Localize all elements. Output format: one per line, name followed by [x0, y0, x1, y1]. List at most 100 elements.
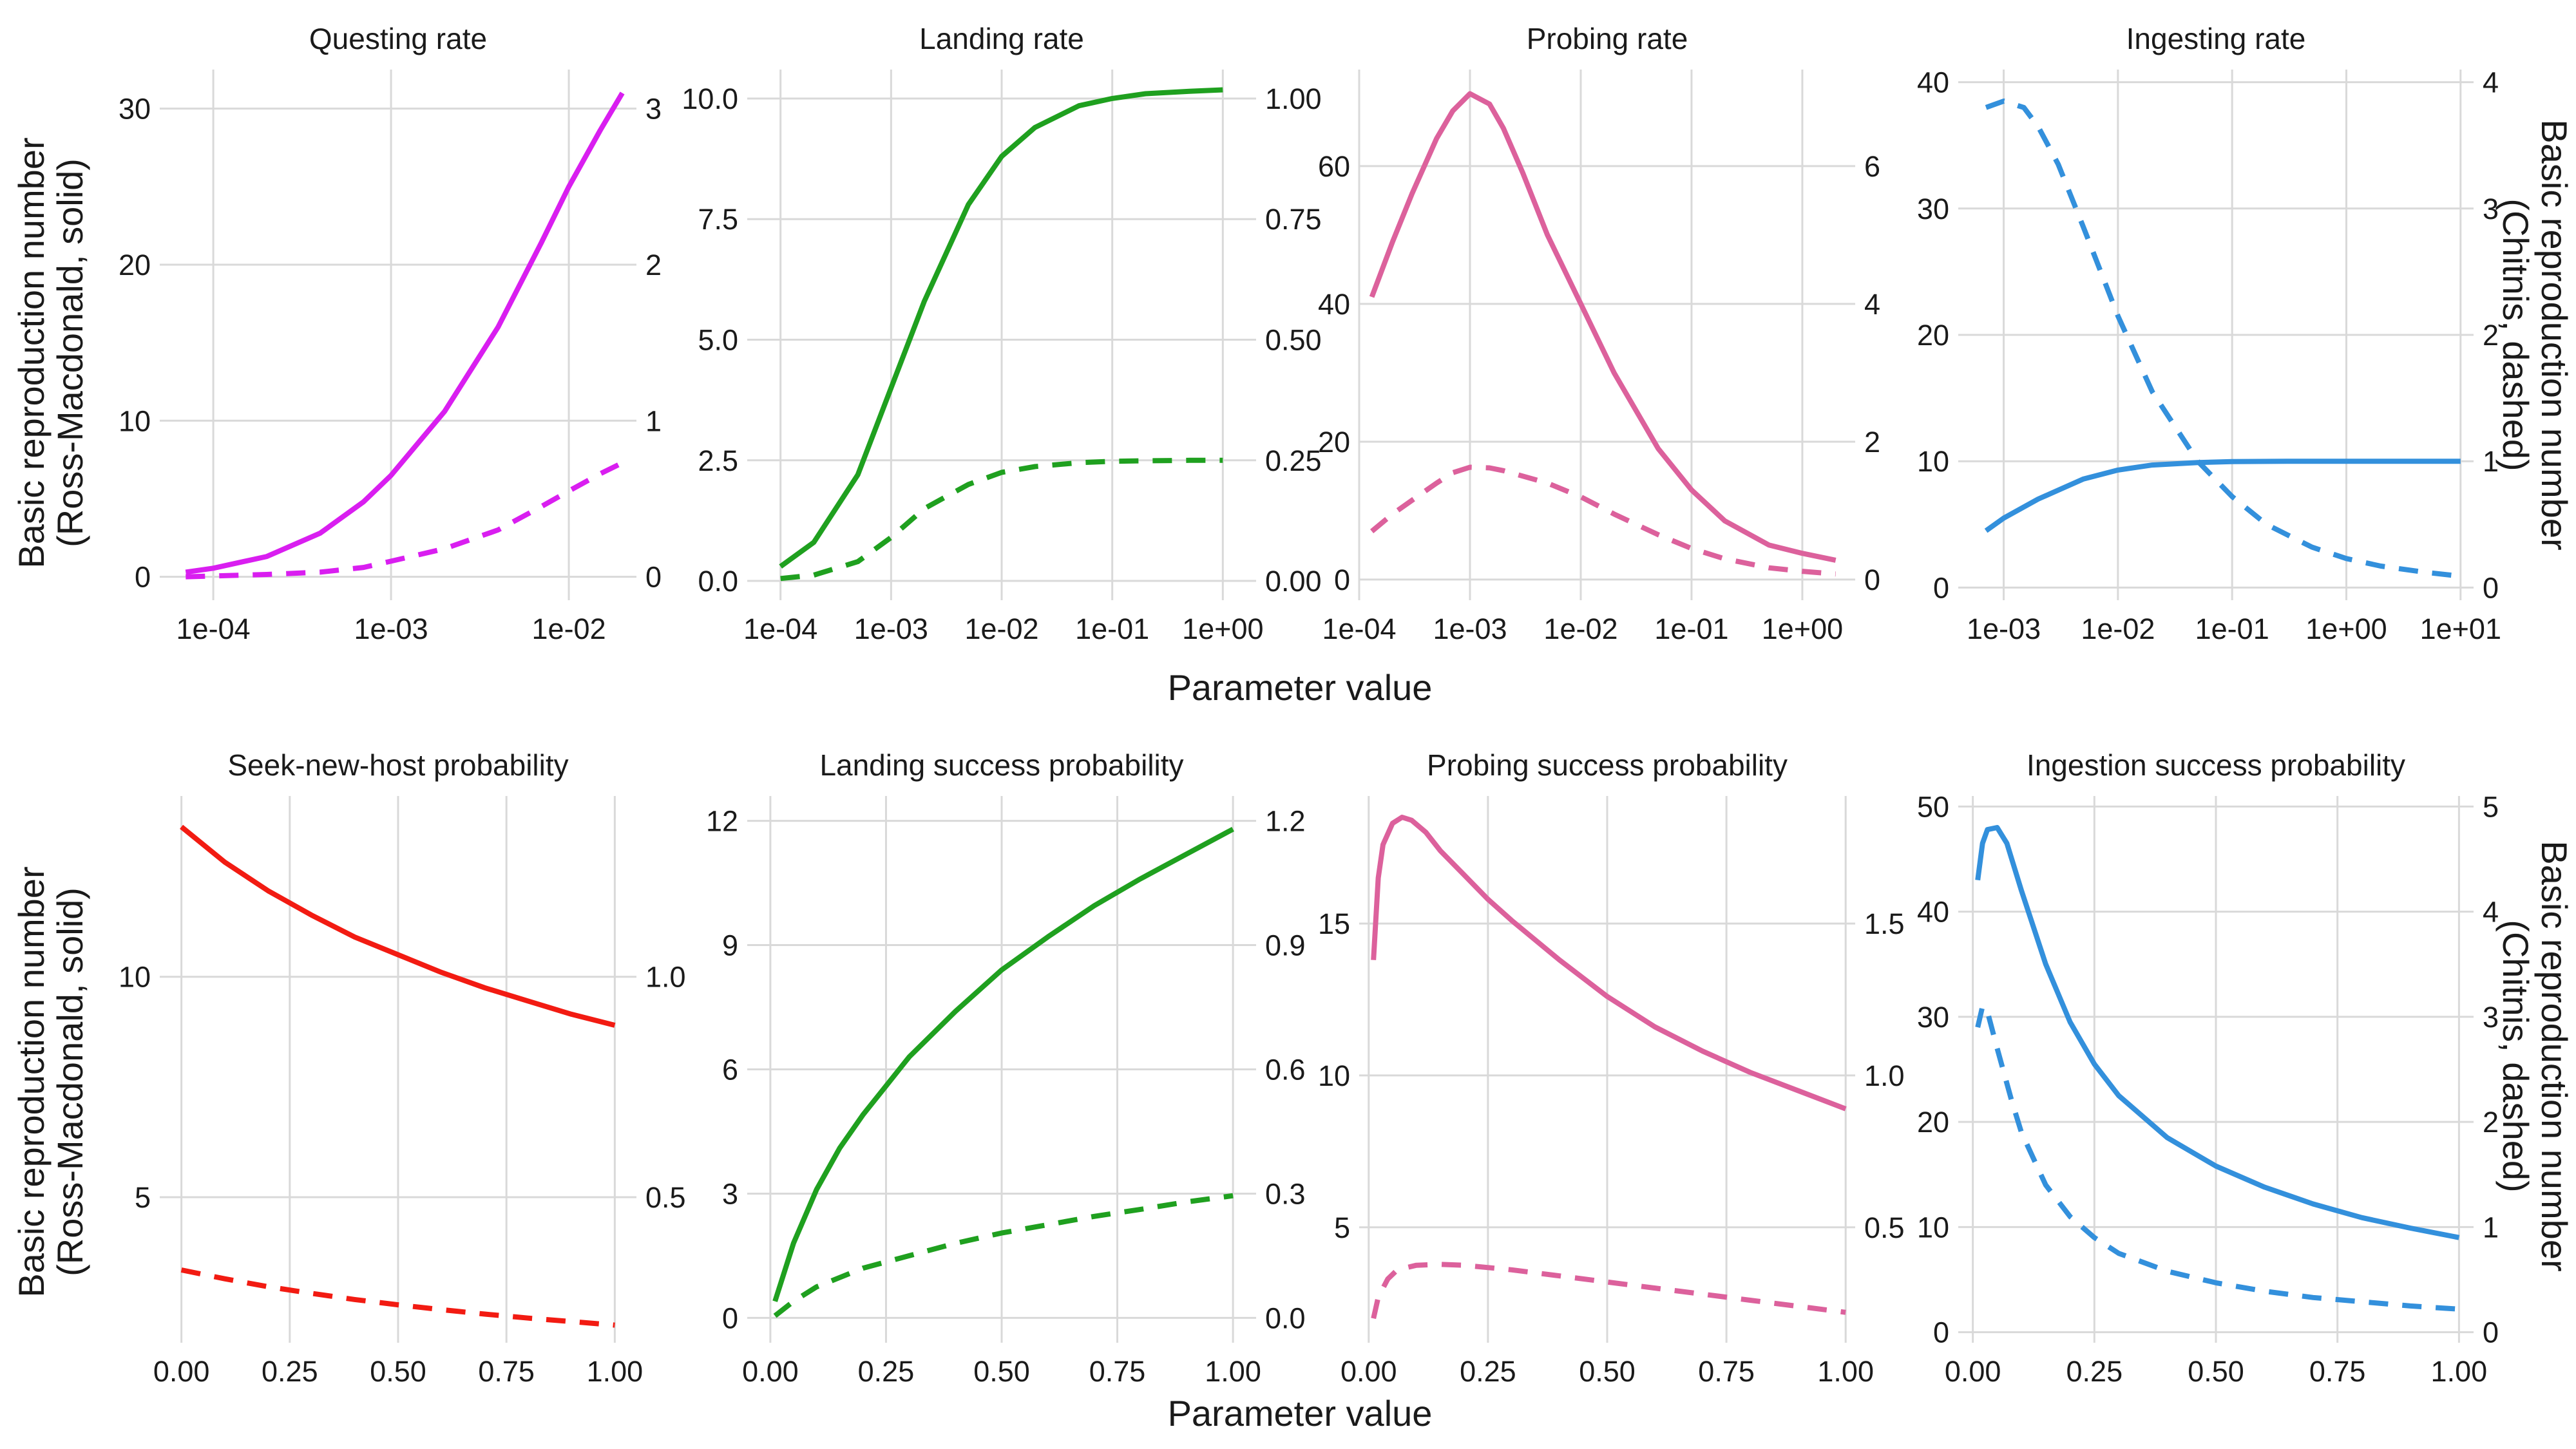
y-right-tick-label: 0.9 — [1265, 929, 1306, 962]
y-left-tick-label: 0 — [1933, 571, 1949, 604]
y-right-tick-label: 0 — [645, 561, 662, 594]
svg-text:Basic reproduction number: Basic reproduction number — [2534, 119, 2575, 550]
y-right-tick-label: 3 — [2483, 1001, 2499, 1034]
svg-text:(Ross-Macdonald, solid): (Ross-Macdonald, solid) — [50, 158, 90, 547]
ross-macdonald-solid-line — [772, 826, 1234, 1302]
y-left-tick-label: 9 — [722, 929, 738, 962]
y-left-tick-label: 40 — [1917, 66, 1949, 99]
x-tick-label: 0.25 — [262, 1355, 318, 1388]
y-left-tick-label: 0 — [1933, 1316, 1949, 1349]
x-tick-label: 1e-04 — [1322, 612, 1396, 645]
ross-macdonald-solid-line — [779, 87, 1223, 569]
y-right-tick-label: 3 — [2483, 193, 2499, 225]
x-tick-label: 1.00 — [2431, 1355, 2488, 1388]
chitnis-dashed-line — [780, 457, 1223, 582]
ross-macdonald-solid-line — [185, 91, 625, 575]
y-right-tick-label: 4 — [1864, 288, 1880, 321]
x-tick-label: 1e+00 — [1182, 612, 1263, 645]
y-right-tick-label: 0.00 — [1265, 565, 1322, 598]
y-left-tick-label: 10 — [119, 404, 151, 437]
x-tick-label: 1e+00 — [2305, 612, 2387, 645]
y-left-tick-label: 30 — [1917, 193, 1949, 225]
y-right-tick-label: 1.00 — [1265, 82, 1322, 115]
x-tick-label: 1.00 — [1817, 1355, 1874, 1388]
panel-title: Landing rate — [919, 22, 1084, 55]
y-right-tick-label: 2 — [2483, 319, 2499, 352]
svg-text:(Ross-Macdonald, solid): (Ross-Macdonald, solid) — [50, 887, 90, 1276]
x-tick-label: 0.00 — [1340, 1355, 1397, 1388]
x-tick-label: 0.75 — [1089, 1355, 1146, 1388]
y-right-tick-label: 2 — [645, 249, 662, 281]
x-tick-label: 0.00 — [153, 1355, 210, 1388]
y-right-tick-label: 0.5 — [1864, 1211, 1905, 1244]
y-left-tick-label: 20 — [119, 249, 151, 281]
x-tick-label: 0.25 — [2066, 1355, 2123, 1388]
y-right-tick-label: 0.6 — [1265, 1054, 1306, 1086]
x-tick-label: 0.00 — [1945, 1355, 2001, 1388]
x-tick-label: 0.25 — [858, 1355, 915, 1388]
y-left-tick-label: 0.0 — [698, 565, 738, 598]
x-tick-label: 1e-02 — [532, 612, 606, 645]
panel-title: Landing success probability — [819, 748, 1183, 782]
y-left-tick-label: 10.0 — [682, 82, 738, 115]
x-tick-label: 0.25 — [1460, 1355, 1516, 1388]
y-right-tick-label: 0.75 — [1265, 203, 1322, 236]
y-right-tick-label: 1.0 — [645, 961, 686, 994]
y-right-tick-label: 2 — [2483, 1106, 2499, 1139]
x-tick-label: 0.00 — [742, 1355, 799, 1388]
x-tick-label: 1e-04 — [177, 612, 251, 645]
y-right-tick-label: 1.0 — [1864, 1059, 1905, 1092]
y-right-tick-label: 1 — [645, 404, 662, 437]
x-tick-label: 1e+01 — [2420, 612, 2501, 645]
y-right-tick-label: 0.5 — [645, 1181, 686, 1214]
y-left-tick-label: 20 — [1917, 1106, 1949, 1139]
y-left-tick-label: 5 — [1334, 1211, 1350, 1244]
x-tick-label: 0.50 — [370, 1355, 426, 1388]
y-right-tick-label: 0 — [2483, 1316, 2499, 1349]
y-right-tick-label: 4 — [2483, 896, 2499, 929]
chitnis-dashed-line — [1371, 1262, 1846, 1320]
x-tick-label: 0.50 — [2188, 1355, 2244, 1388]
panel-5: 0.00 0.25 0.50 0.75 1.00 5 10 0.5 1.0 Seek-new-ho… — [119, 748, 686, 1388]
y-right-tick-label: 4 — [2483, 66, 2499, 99]
y-left-tick-label: 6 — [722, 1054, 738, 1086]
x-tick-label: 1e-03 — [1433, 612, 1507, 645]
y-left-tick-label: 20 — [1917, 319, 1949, 352]
y-left-tick-label: 10 — [1917, 1211, 1949, 1244]
left-y-label-top: Basic reproduction number (Ross-Macdonal… — [11, 137, 90, 568]
x-tick-label: 1.00 — [587, 1355, 644, 1388]
y-left-tick-label: 15 — [1318, 907, 1350, 940]
x-tick-label: 1.00 — [1205, 1355, 1261, 1388]
x-tick-label: 0.75 — [1698, 1355, 1755, 1388]
chitnis-dashed-line — [1975, 1003, 2459, 1312]
panel-title: Questing rate — [309, 22, 487, 55]
y-left-tick-label: 10 — [119, 961, 151, 994]
y-left-tick-label: 0 — [722, 1302, 738, 1334]
chitnis-dashed-line — [773, 1193, 1234, 1318]
y-left-tick-label: 10 — [1917, 445, 1949, 478]
ross-macdonald-solid-line — [1369, 91, 1837, 563]
y-left-tick-label: 7.5 — [698, 203, 738, 236]
y-right-tick-label: 6 — [1864, 150, 1880, 183]
y-right-tick-label: 2 — [1864, 426, 1880, 459]
ross-macdonald-solid-line — [1984, 459, 2461, 533]
panel-2: 1e-04 1e-03 1e-02 1e-01 1e+00 0.0 2.5 5.0 7.5 10.… — [682, 22, 1321, 645]
svg-text:(Chitnis, dashed): (Chitnis, dashed) — [2495, 198, 2536, 471]
x-tick-label: 0.75 — [478, 1355, 535, 1388]
panel-4: 1e-03 1e-02 1e-01 1e+00 1e+01 0 10 20 30 40 0 1 2 3 4 I… — [1917, 22, 2501, 645]
x-tick-label: 0.50 — [1579, 1355, 1636, 1388]
x-tick-label: 1e+00 — [1762, 612, 1843, 645]
chitnis-dashed-line — [1370, 464, 1837, 577]
y-left-tick-label: 60 — [1318, 150, 1350, 183]
y-left-tick-label: 0 — [135, 561, 151, 594]
x-tick-label: 0.50 — [973, 1355, 1030, 1388]
x-tick-label: 1e-02 — [964, 612, 1038, 645]
panel-7: 0.00 0.25 0.50 0.75 1.00 5 10 15 0.5 1.0 1.5 Probin… — [1318, 748, 1905, 1388]
x-tick-label: 0.75 — [2309, 1355, 2366, 1388]
ross-macdonald-solid-line — [180, 824, 616, 1028]
panel-1: 1e-04 1e-03 1e-02 0 10 20 30 0 1 2 3 Questing rate — [119, 22, 662, 645]
y-left-tick-label: 0 — [1334, 564, 1350, 596]
ross-macdonald-solid-line — [1975, 825, 2460, 1240]
